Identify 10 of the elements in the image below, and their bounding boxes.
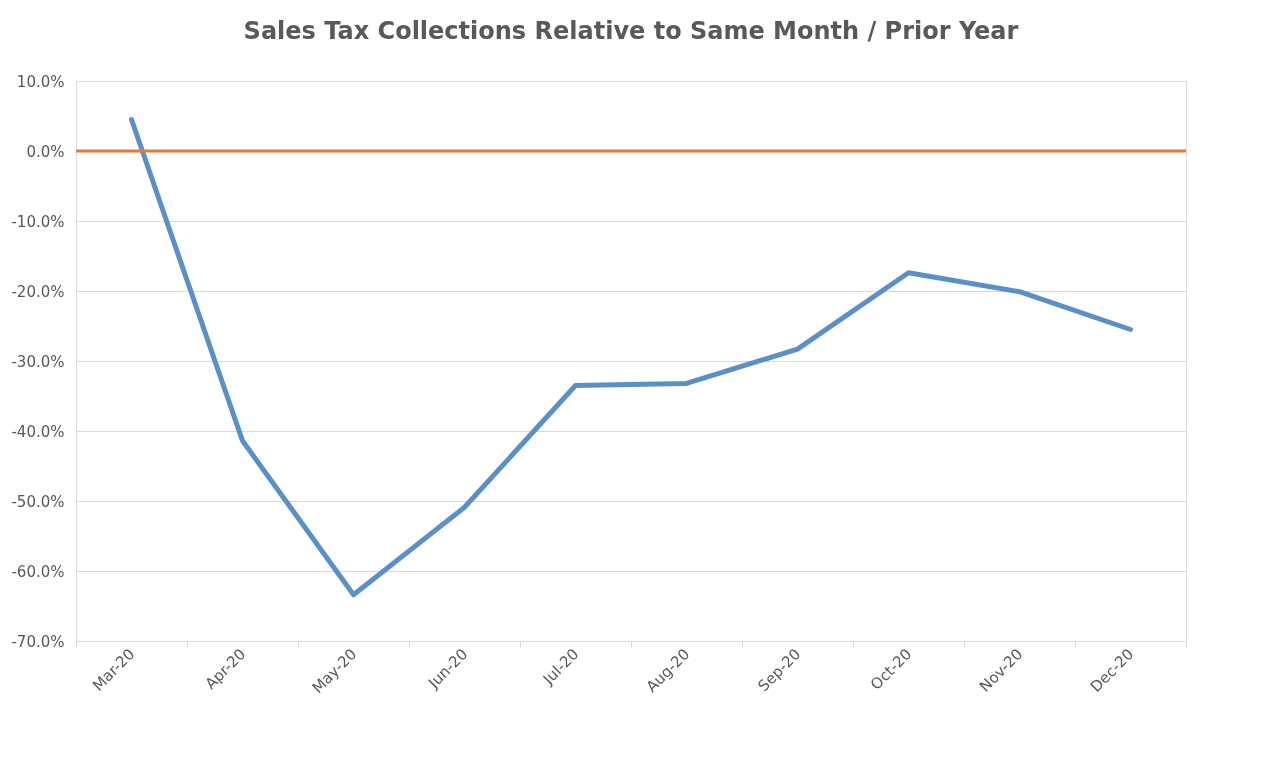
y-tick-label: -10.0% — [11, 212, 65, 231]
y-tick-label: -40.0% — [11, 422, 65, 441]
y-tick-label: -20.0% — [11, 282, 65, 301]
y-tick-label: 0.0% — [26, 142, 65, 161]
y-tick-label: -70.0% — [11, 632, 65, 651]
y-tick-label: -60.0% — [11, 562, 65, 581]
chart-title: Sales Tax Collections Relative to Same Month / Prior Year — [243, 17, 1019, 45]
y-tick-label: 10.0% — [16, 72, 65, 91]
y-tick-label: -50.0% — [11, 492, 65, 511]
y-tick-label: -30.0% — [11, 352, 65, 371]
